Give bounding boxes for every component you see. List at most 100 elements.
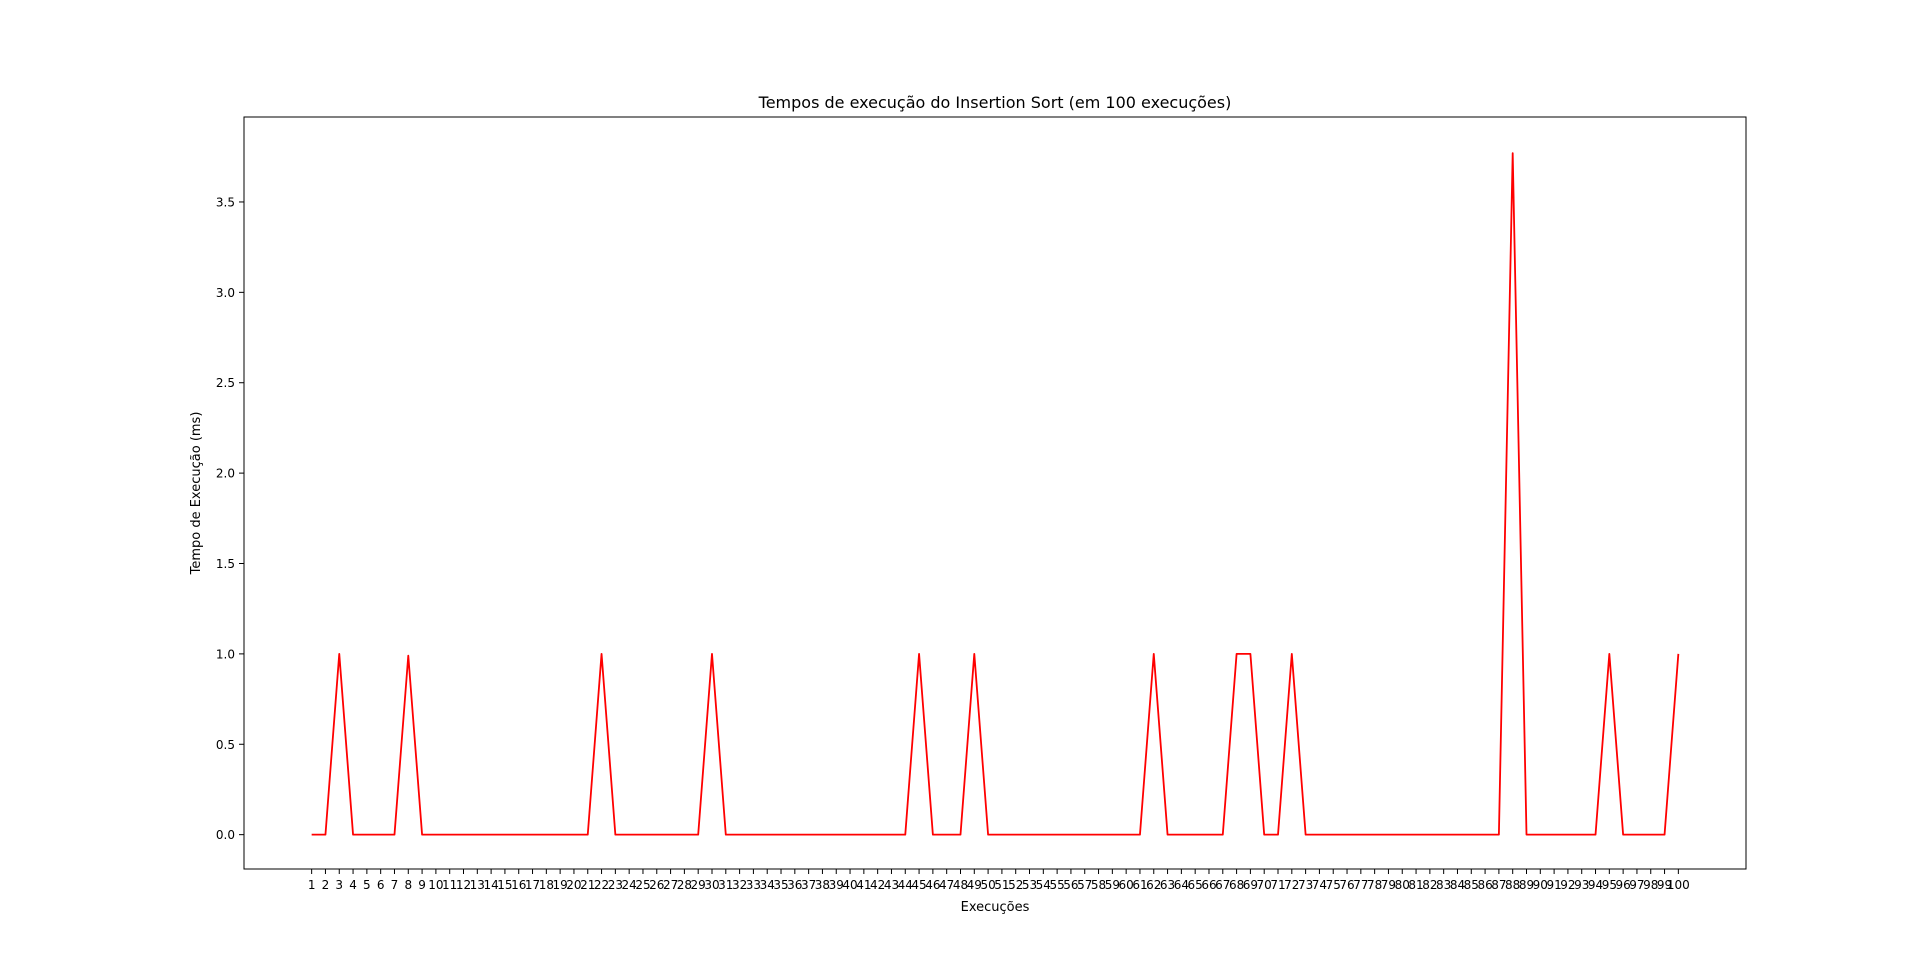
x-tick-label: 86 xyxy=(1477,878,1492,892)
x-tick-label: 97 xyxy=(1629,878,1644,892)
data-point xyxy=(352,834,354,836)
x-tick-label: 37 xyxy=(801,878,816,892)
data-point xyxy=(863,834,865,836)
x-tick-label: 98 xyxy=(1643,878,1658,892)
x-tick-label: 42 xyxy=(870,878,885,892)
x-tick-label: 8 xyxy=(404,878,412,892)
x-tick-label: 20 xyxy=(566,878,581,892)
x-tick-label: 6 xyxy=(377,878,385,892)
data-point xyxy=(808,834,810,836)
x-tick-label: 48 xyxy=(953,878,968,892)
x-tick-label: 70 xyxy=(1257,878,1272,892)
data-point xyxy=(1622,834,1624,836)
y-tick-label: 2.5 xyxy=(216,376,235,390)
x-axis-title: Execuções xyxy=(961,900,1030,915)
data-point xyxy=(366,834,368,836)
data-point xyxy=(324,834,326,836)
data-point xyxy=(1664,834,1666,836)
data-point xyxy=(338,653,340,655)
data-point xyxy=(1470,834,1472,836)
data-point xyxy=(918,653,920,655)
data-point xyxy=(683,834,685,836)
x-tick-label: 63 xyxy=(1160,878,1175,892)
x-tick-label: 25 xyxy=(635,878,650,892)
x-tick-label: 35 xyxy=(773,878,788,892)
data-point xyxy=(946,834,948,836)
data-point xyxy=(380,834,382,836)
data-point xyxy=(932,834,934,836)
x-tick-label: 23 xyxy=(608,878,623,892)
x-tick-label: 68 xyxy=(1229,878,1244,892)
data-point xyxy=(1277,834,1279,836)
data-point xyxy=(1318,834,1320,836)
x-tick-label: 73 xyxy=(1298,878,1313,892)
data-point xyxy=(780,834,782,836)
data-point xyxy=(1305,834,1307,836)
x-tick-label: 87 xyxy=(1491,878,1506,892)
x-tick-label: 46 xyxy=(925,878,940,892)
y-tick-label: 0.0 xyxy=(216,828,235,842)
x-tick-label: 91 xyxy=(1546,878,1561,892)
x-tick-label: 11 xyxy=(442,878,457,892)
data-point xyxy=(973,653,975,655)
x-tick-label: 92 xyxy=(1560,878,1575,892)
data-point xyxy=(545,834,547,836)
data-point xyxy=(1263,834,1265,836)
x-tick-label: 95 xyxy=(1602,878,1617,892)
x-tick-label: 67 xyxy=(1215,878,1230,892)
data-point xyxy=(601,653,603,655)
x-tick-label: 40 xyxy=(842,878,857,892)
data-point xyxy=(1443,834,1445,836)
x-tick-label: 4 xyxy=(349,878,357,892)
data-point xyxy=(1180,834,1182,836)
data-point xyxy=(587,834,589,836)
x-tick-label: 59 xyxy=(1105,878,1120,892)
x-tick-label: 28 xyxy=(677,878,692,892)
y-tick-label: 1.0 xyxy=(216,647,235,661)
x-tick-label: 56 xyxy=(1063,878,1078,892)
data-point xyxy=(1111,834,1113,836)
x-tick-label: 74 xyxy=(1312,878,1327,892)
data-point xyxy=(532,834,534,836)
data-point xyxy=(518,834,520,836)
x-tick-label: 41 xyxy=(856,878,871,892)
data-point xyxy=(1650,834,1652,836)
data-point xyxy=(1484,834,1486,836)
x-tick-label: 19 xyxy=(552,878,567,892)
x-tick-label: 81 xyxy=(1408,878,1423,892)
data-point xyxy=(435,834,437,836)
x-tick-label: 45 xyxy=(911,878,926,892)
data-point xyxy=(449,834,451,836)
x-tick-label: 43 xyxy=(884,878,899,892)
data-point xyxy=(711,653,713,655)
y-axis-ticks: 0.0 0.5 1.0 1.5 2.0 2.5 3.0 3.5 xyxy=(216,195,244,842)
data-point xyxy=(1291,653,1293,655)
x-tick-label: 9 xyxy=(418,878,426,892)
data-point xyxy=(1456,834,1458,836)
plot-frame xyxy=(243,116,1747,870)
data-point xyxy=(1222,834,1224,836)
data-point xyxy=(490,834,492,836)
x-tick-label: 85 xyxy=(1464,878,1479,892)
x-tick-label: 90 xyxy=(1533,878,1548,892)
x-tick-label: 47 xyxy=(939,878,954,892)
data-point xyxy=(1125,834,1127,836)
data-point xyxy=(1595,834,1597,836)
data-point xyxy=(311,834,313,836)
data-point xyxy=(656,834,658,836)
data-points xyxy=(311,152,1680,836)
data-point xyxy=(739,834,741,836)
data-point xyxy=(752,834,754,836)
x-tick-label: 83 xyxy=(1436,878,1451,892)
x-tick-label: 77 xyxy=(1353,878,1368,892)
data-point xyxy=(1042,834,1044,836)
x-tick-label: 21 xyxy=(580,878,595,892)
x-axis-ticks: 1 2 3 4 5 6 7 8 9 1011121314151617181920212223242… xyxy=(308,869,1690,892)
x-tick-label: 2 xyxy=(322,878,330,892)
x-tick-label: 65 xyxy=(1188,878,1203,892)
x-tick-label: 5 xyxy=(363,878,371,892)
data-point xyxy=(1084,834,1086,836)
data-point xyxy=(1553,834,1555,836)
data-point xyxy=(835,834,837,836)
